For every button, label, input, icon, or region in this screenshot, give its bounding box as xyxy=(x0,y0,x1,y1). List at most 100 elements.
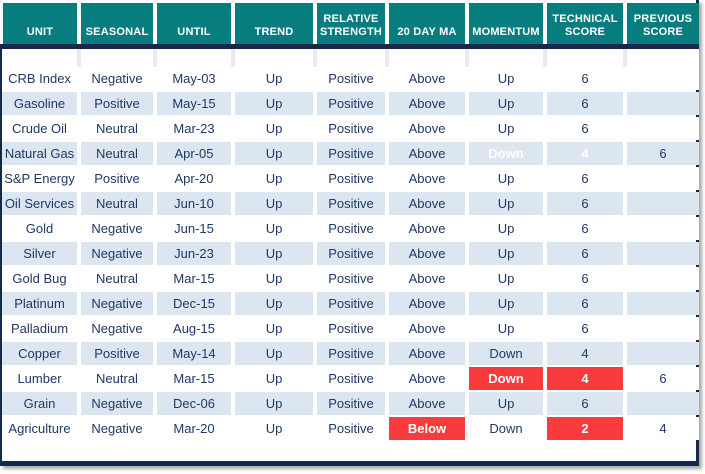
cell-momentum[interactable]: Up xyxy=(469,242,543,265)
cell-until[interactable]: Apr-20 xyxy=(157,167,231,190)
cell-previous_score[interactable] xyxy=(627,342,699,365)
cell-seasonal[interactable]: Negative xyxy=(81,217,153,240)
cell-previous_score[interactable] xyxy=(627,317,699,340)
cell-momentum[interactable]: Down xyxy=(469,367,543,390)
cell-seasonal[interactable]: Negative xyxy=(81,392,153,415)
cell-unit[interactable]: Palladium xyxy=(2,317,77,340)
cell-technical_score[interactable]: 6 xyxy=(547,392,623,415)
cell-technical_score[interactable]: 6 xyxy=(547,292,623,315)
cell-until[interactable]: Apr-05 xyxy=(157,142,231,165)
cell-seasonal[interactable]: Neutral xyxy=(81,267,153,290)
cell-relative_strength[interactable]: Positive xyxy=(317,117,385,140)
cell-relative_strength[interactable]: Positive xyxy=(317,242,385,265)
cell-technical_score[interactable]: 6 xyxy=(547,317,623,340)
cell-until[interactable]: Mar-23 xyxy=(157,117,231,140)
cell-ma20[interactable]: Above xyxy=(389,342,465,365)
cell-until[interactable]: Jun-15 xyxy=(157,217,231,240)
cell-momentum[interactable]: Up xyxy=(469,167,543,190)
cell-ma20[interactable]: Above xyxy=(389,267,465,290)
cell-seasonal[interactable]: Positive xyxy=(81,92,153,115)
cell-trend[interactable]: Up xyxy=(235,417,313,440)
cell-relative_strength[interactable]: Positive xyxy=(317,292,385,315)
cell-ma20[interactable]: Below xyxy=(389,417,465,440)
cell-ma20[interactable]: Above xyxy=(389,92,465,115)
cell-trend[interactable]: Up xyxy=(235,267,313,290)
cell-trend[interactable]: Up xyxy=(235,142,313,165)
cell-unit[interactable]: Grain xyxy=(2,392,77,415)
cell-technical_score[interactable]: 6 xyxy=(547,217,623,240)
cell-seasonal[interactable]: Negative xyxy=(81,417,153,440)
cell-trend[interactable]: Up xyxy=(235,292,313,315)
column-header-technical_score[interactable]: TECHNICAL SCORE xyxy=(547,3,623,44)
cell-until[interactable]: Jun-10 xyxy=(157,192,231,215)
cell-momentum[interactable]: Up xyxy=(469,217,543,240)
cell-unit[interactable]: Lumber xyxy=(2,367,77,390)
cell-technical_score[interactable]: 6 xyxy=(547,242,623,265)
cell-trend[interactable]: Up xyxy=(235,67,313,90)
cell-ma20[interactable]: Above xyxy=(389,192,465,215)
cell-unit[interactable]: Natural Gas xyxy=(2,142,77,165)
cell-unit[interactable]: Oil Services xyxy=(2,192,77,215)
cell-ma20[interactable]: Above xyxy=(389,117,465,140)
cell-seasonal[interactable]: Positive xyxy=(81,167,153,190)
cell-until[interactable]: Mar-15 xyxy=(157,367,231,390)
cell-previous_score[interactable]: 6 xyxy=(627,142,699,165)
cell-unit[interactable]: Copper xyxy=(2,342,77,365)
cell-technical_score[interactable]: 6 xyxy=(547,167,623,190)
column-header-unit[interactable]: UNIT xyxy=(3,3,77,44)
cell-ma20[interactable]: Above xyxy=(389,242,465,265)
cell-momentum[interactable]: Down xyxy=(469,342,543,365)
column-header-relative_strength[interactable]: RELATIVE STRENGTH xyxy=(317,3,385,44)
cell-trend[interactable]: Up xyxy=(235,342,313,365)
cell-trend[interactable]: Up xyxy=(235,192,313,215)
cell-trend[interactable]: Up xyxy=(235,317,313,340)
cell-previous_score[interactable]: 6 xyxy=(627,367,699,390)
cell-until[interactable]: May-03 xyxy=(157,67,231,90)
cell-relative_strength[interactable]: Positive xyxy=(317,342,385,365)
cell-seasonal[interactable]: Neutral xyxy=(81,367,153,390)
cell-technical_score[interactable]: 2 xyxy=(547,417,623,440)
cell-ma20[interactable]: Above xyxy=(389,167,465,190)
cell-unit[interactable]: Gold xyxy=(2,217,77,240)
cell-momentum[interactable]: Up xyxy=(469,192,543,215)
cell-seasonal[interactable]: Neutral xyxy=(81,192,153,215)
cell-seasonal[interactable]: Negative xyxy=(81,317,153,340)
cell-trend[interactable]: Up xyxy=(235,117,313,140)
cell-trend[interactable]: Up xyxy=(235,242,313,265)
column-header-seasonal[interactable]: SEASONAL xyxy=(81,3,153,44)
cell-momentum[interactable]: Up xyxy=(469,267,543,290)
cell-ma20[interactable]: Above xyxy=(389,67,465,90)
cell-relative_strength[interactable]: Positive xyxy=(317,217,385,240)
cell-relative_strength[interactable]: Positive xyxy=(317,317,385,340)
cell-previous_score[interactable]: 4 xyxy=(627,417,699,440)
cell-ma20[interactable]: Above xyxy=(389,292,465,315)
cell-unit[interactable]: Platinum xyxy=(2,292,77,315)
cell-relative_strength[interactable]: Positive xyxy=(317,367,385,390)
cell-ma20[interactable]: Above xyxy=(389,367,465,390)
cell-technical_score[interactable]: 4 xyxy=(547,342,623,365)
column-header-trend[interactable]: TREND xyxy=(235,3,313,44)
cell-trend[interactable]: Up xyxy=(235,392,313,415)
cell-previous_score[interactable] xyxy=(627,192,699,215)
cell-technical_score[interactable]: 6 xyxy=(547,92,623,115)
cell-previous_score[interactable] xyxy=(627,217,699,240)
cell-momentum[interactable]: Down xyxy=(469,142,543,165)
cell-until[interactable]: May-15 xyxy=(157,92,231,115)
cell-previous_score[interactable] xyxy=(627,292,699,315)
cell-relative_strength[interactable]: Positive xyxy=(317,392,385,415)
cell-relative_strength[interactable]: Positive xyxy=(317,192,385,215)
cell-previous_score[interactable] xyxy=(627,242,699,265)
cell-until[interactable]: Jun-23 xyxy=(157,242,231,265)
cell-until[interactable]: Dec-15 xyxy=(157,292,231,315)
cell-ma20[interactable]: Above xyxy=(389,317,465,340)
cell-previous_score[interactable] xyxy=(627,167,699,190)
cell-seasonal[interactable]: Negative xyxy=(81,67,153,90)
cell-unit[interactable]: Crude Oil xyxy=(2,117,77,140)
column-header-previous_score[interactable]: PREVIOUS SCORE xyxy=(627,3,699,44)
cell-unit[interactable]: Gold Bug xyxy=(2,267,77,290)
column-header-ma20[interactable]: 20 DAY MA xyxy=(389,3,465,44)
cell-technical_score[interactable]: 6 xyxy=(547,67,623,90)
cell-previous_score[interactable] xyxy=(627,67,699,90)
cell-seasonal[interactable]: Positive xyxy=(81,342,153,365)
cell-seasonal[interactable]: Negative xyxy=(81,242,153,265)
